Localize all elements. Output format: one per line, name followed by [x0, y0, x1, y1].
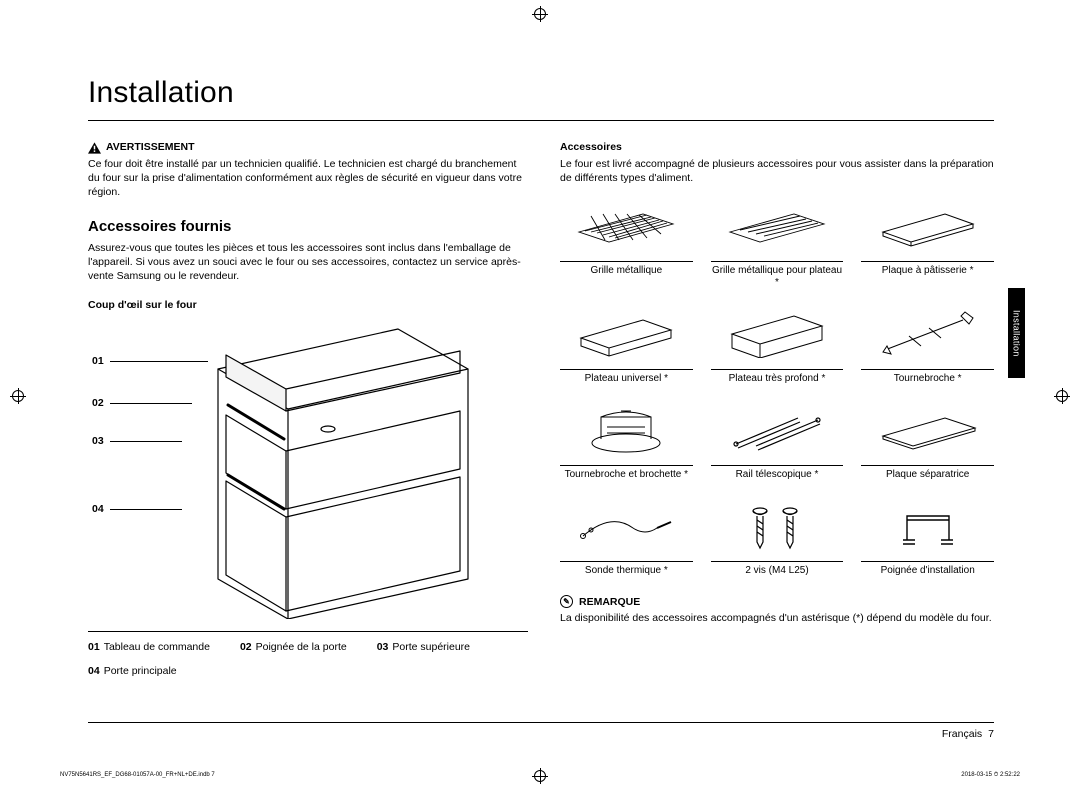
registration-mark — [12, 390, 24, 402]
install-handle-icon — [861, 495, 994, 557]
glance-heading: Coup d'œil sur le four — [88, 299, 528, 311]
screws-icon — [711, 495, 844, 557]
remark-label: REMARQUE — [579, 596, 640, 608]
left-column: AVERTISSEMENT Ce four doit être installé… — [88, 141, 528, 682]
registration-mark — [534, 8, 546, 20]
divider — [88, 120, 994, 121]
page-footer: Français 7 — [942, 728, 994, 740]
registration-mark — [534, 770, 546, 782]
insert-rack-icon — [711, 195, 844, 257]
accessory-item: Rail télescopique * — [711, 399, 844, 481]
page-title: Installation — [88, 76, 994, 110]
warning-text: Ce four doit être installé par un techni… — [88, 157, 528, 200]
note-icon: ✎ — [560, 595, 573, 608]
warning-label: AVERTISSEMENT — [106, 141, 194, 153]
supplied-text: Assurez-vous que toutes les pièces et to… — [88, 241, 528, 284]
registration-mark — [1056, 390, 1068, 402]
page-content: Installation AVERTISSEMENT Ce four doit … — [88, 76, 994, 682]
rotisserie-skewer-icon — [560, 399, 693, 461]
accessory-item: Plateau universel * — [560, 303, 693, 385]
accessory-item: Grille métallique pour plateau * — [711, 195, 844, 289]
callout-04: 04 — [92, 503, 182, 515]
accessory-item: Plateau très profond * — [711, 303, 844, 385]
legend-item: 01Tableau de commande — [88, 638, 210, 658]
footer-language: Français — [942, 728, 982, 740]
accessory-item: Grille métallique — [560, 195, 693, 289]
rotisserie-icon — [861, 303, 994, 365]
divider-plate-icon — [861, 399, 994, 461]
baking-tray-icon — [861, 195, 994, 257]
divider — [88, 631, 528, 632]
legend-item: 03Porte supérieure — [377, 638, 470, 658]
page-number: 7 — [988, 728, 994, 740]
telescopic-rail-icon — [711, 399, 844, 461]
doc-ref-left: NV75N5641RS_EF_DG68-01057A-00_FR+NL+DE.i… — [60, 772, 215, 778]
footer-divider — [88, 722, 994, 723]
section-tab: Installation — [1008, 288, 1025, 378]
accessories-intro: Le four est livré accompagné de plusieur… — [560, 157, 994, 185]
accessories-grid: Grille métallique Grille métallique pour… — [560, 195, 994, 577]
supplied-heading: Accessoires fournis — [88, 218, 528, 235]
accessories-heading: Accessoires — [560, 141, 994, 153]
accessory-item: Plaque à pâtisserie * — [861, 195, 994, 289]
warning-icon — [88, 141, 101, 153]
warning-header: AVERTISSEMENT — [88, 141, 528, 153]
right-column: Accessoires Le four est livré accompagné… — [560, 141, 994, 682]
accessory-item: Plaque séparatrice — [861, 399, 994, 481]
legend-item: 02Poignée de la porte — [240, 638, 347, 658]
universal-tray-icon — [560, 303, 693, 365]
remark-text: La disponibilité des accessoires accompa… — [560, 611, 994, 625]
deep-tray-icon — [711, 303, 844, 365]
callout-03: 03 — [92, 435, 182, 447]
legend-item: 04Porte principale — [88, 662, 177, 682]
doc-ref-right: 2018-03-15 ⏱ 2:52:22 — [961, 772, 1020, 779]
remark-header: ✎ REMARQUE — [560, 595, 994, 608]
callout-02: 02 — [92, 397, 192, 409]
accessory-item: Tournebroche et brochette * — [560, 399, 693, 481]
accessory-item: 2 vis (M4 L25) — [711, 495, 844, 577]
two-column-layout: AVERTISSEMENT Ce four doit être installé… — [88, 141, 994, 682]
oven-legend: 01Tableau de commande 02Poignée de la po… — [88, 638, 528, 682]
meat-probe-icon — [560, 495, 693, 557]
accessory-item: Tournebroche * — [861, 303, 994, 385]
accessory-item: Sonde thermique * — [560, 495, 693, 577]
wire-rack-icon — [560, 195, 693, 257]
accessory-item: Poignée d'installation — [861, 495, 994, 577]
oven-illustration — [178, 319, 488, 619]
oven-diagram: 01 02 03 04 — [88, 319, 528, 619]
